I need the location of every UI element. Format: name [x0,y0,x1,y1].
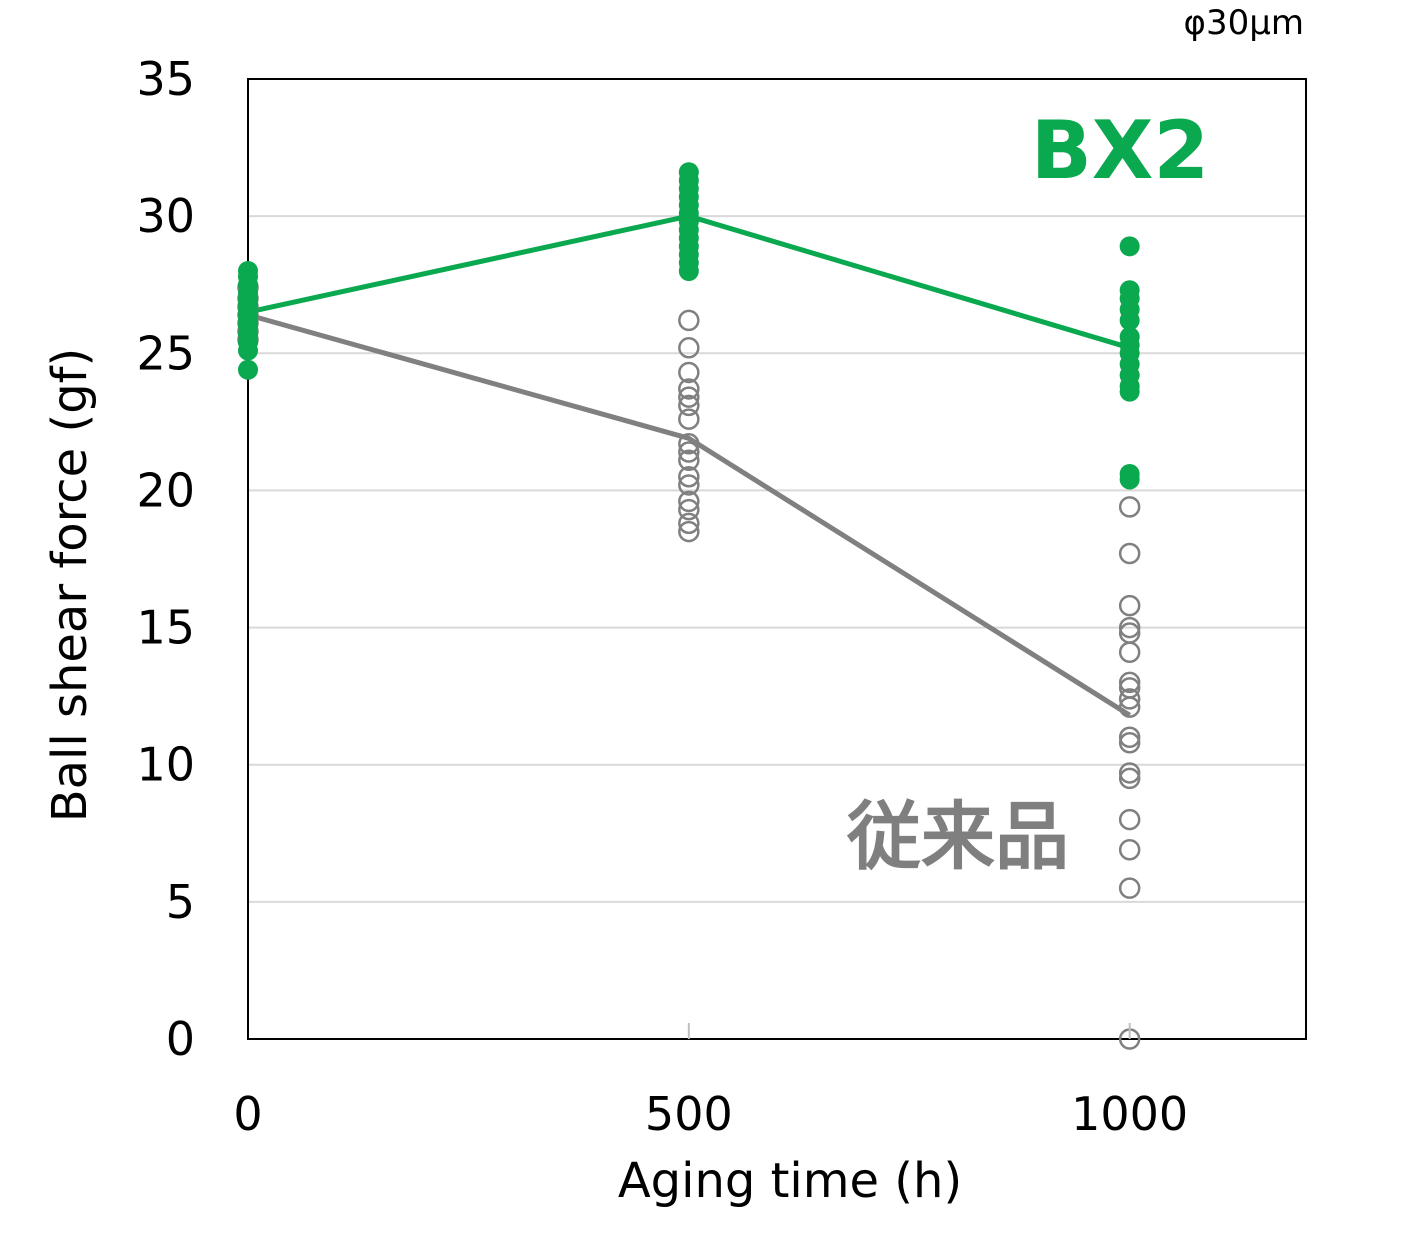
data-point [1118,762,1141,784]
data-point [678,449,700,472]
y-tick-label: 30 [136,189,195,243]
data-point [1118,671,1141,694]
data-point [678,490,700,513]
x-axis-title: Aging time (h) [618,1153,962,1209]
data-point [678,386,700,408]
data-point [678,337,700,359]
series-label-bx2: BX2 [1031,104,1209,197]
y-tick-label: 15 [136,601,195,655]
data-point [1118,726,1141,749]
data-point [1118,808,1141,831]
data-point [678,474,700,496]
data-point [678,441,700,463]
series-lines [247,213,1132,718]
y-axis-title: Ball shear force (gf) [42,348,98,823]
plot-area [247,78,1307,1040]
data-point [1119,236,1140,257]
data-point [678,378,700,400]
data-point [1119,310,1140,331]
data-point [678,433,700,455]
data-point [1119,381,1140,402]
x-tick-label: 500 [645,1087,733,1141]
data-point [1118,688,1141,710]
y-tick-label: 20 [136,463,195,517]
data-point [678,512,700,535]
data-point [678,498,700,521]
data-point [1119,469,1140,490]
data-point [678,394,700,417]
data-points [237,162,1141,1050]
series-line [247,312,1132,718]
data-point [238,340,258,361]
data-point [1118,838,1141,861]
data-point [1118,641,1141,664]
data-point [1118,594,1141,617]
data-point [1118,542,1141,565]
series-labels: BX2 従来品 [846,104,1209,880]
x-axis-ticks: 0 500 1000 [233,1023,1188,1141]
y-axis-ticks: 0 5 10 15 20 25 30 35 [136,52,195,1066]
y-tick-label: 35 [136,52,195,106]
data-point [1118,877,1141,899]
data-point [678,465,700,488]
grid-lines [248,215,1306,903]
data-point [678,520,700,543]
data-point [1118,696,1141,718]
data-point [678,361,700,384]
data-point [678,408,700,430]
data-point [238,359,258,380]
data-point [678,309,700,332]
x-tick-label: 0 [233,1087,262,1141]
size-note: φ30μm [1184,3,1304,43]
series-label-conventional: 従来品 [846,794,1069,880]
y-tick-label: 25 [136,326,195,380]
y-tick-label: 0 [166,1012,195,1066]
x-tick-label: 1000 [1071,1087,1188,1141]
data-point [678,261,699,281]
y-tick-label: 5 [166,875,195,929]
y-tick-label: 10 [136,738,195,792]
data-point [1118,616,1141,639]
data-point [1118,732,1141,754]
data-point [1118,496,1141,518]
data-point [1118,767,1141,790]
